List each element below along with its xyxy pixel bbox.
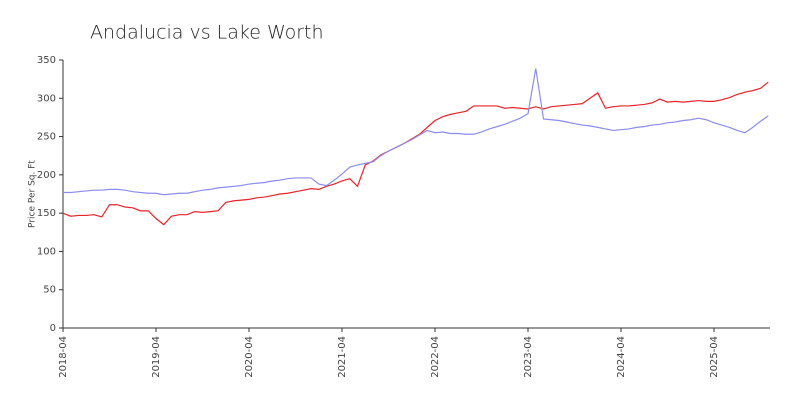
x-tick-label: 2019-04 (151, 336, 162, 378)
y-tick-label: 350 (37, 55, 56, 66)
x-tick-label: 2021-04 (337, 336, 348, 378)
x-tick-label: 2023-04 (523, 336, 534, 378)
y-tick-label: 100 (37, 246, 56, 257)
y-tick-label: 150 (37, 208, 56, 219)
x-tick-label: 2022-04 (430, 336, 441, 378)
x-tick-label: 2020-04 (244, 336, 255, 378)
y-tick-label: 50 (43, 285, 56, 296)
line-series (62, 81, 769, 226)
x-tick-label: 2018-04 (58, 336, 69, 378)
x-tick-label: 2025-04 (709, 336, 720, 378)
y-tick-label: 250 (37, 132, 56, 143)
y-tick-label: 300 (37, 93, 56, 104)
chart-title: Andalucia vs Lake Worth (90, 22, 324, 44)
line-series (63, 68, 769, 196)
y-axis-label: Price Per Sq. Ft (28, 160, 38, 228)
x-tick-label: 2024-04 (616, 336, 627, 378)
y-tick-label: 0 (50, 323, 56, 334)
y-tick-label: 200 (37, 170, 56, 181)
